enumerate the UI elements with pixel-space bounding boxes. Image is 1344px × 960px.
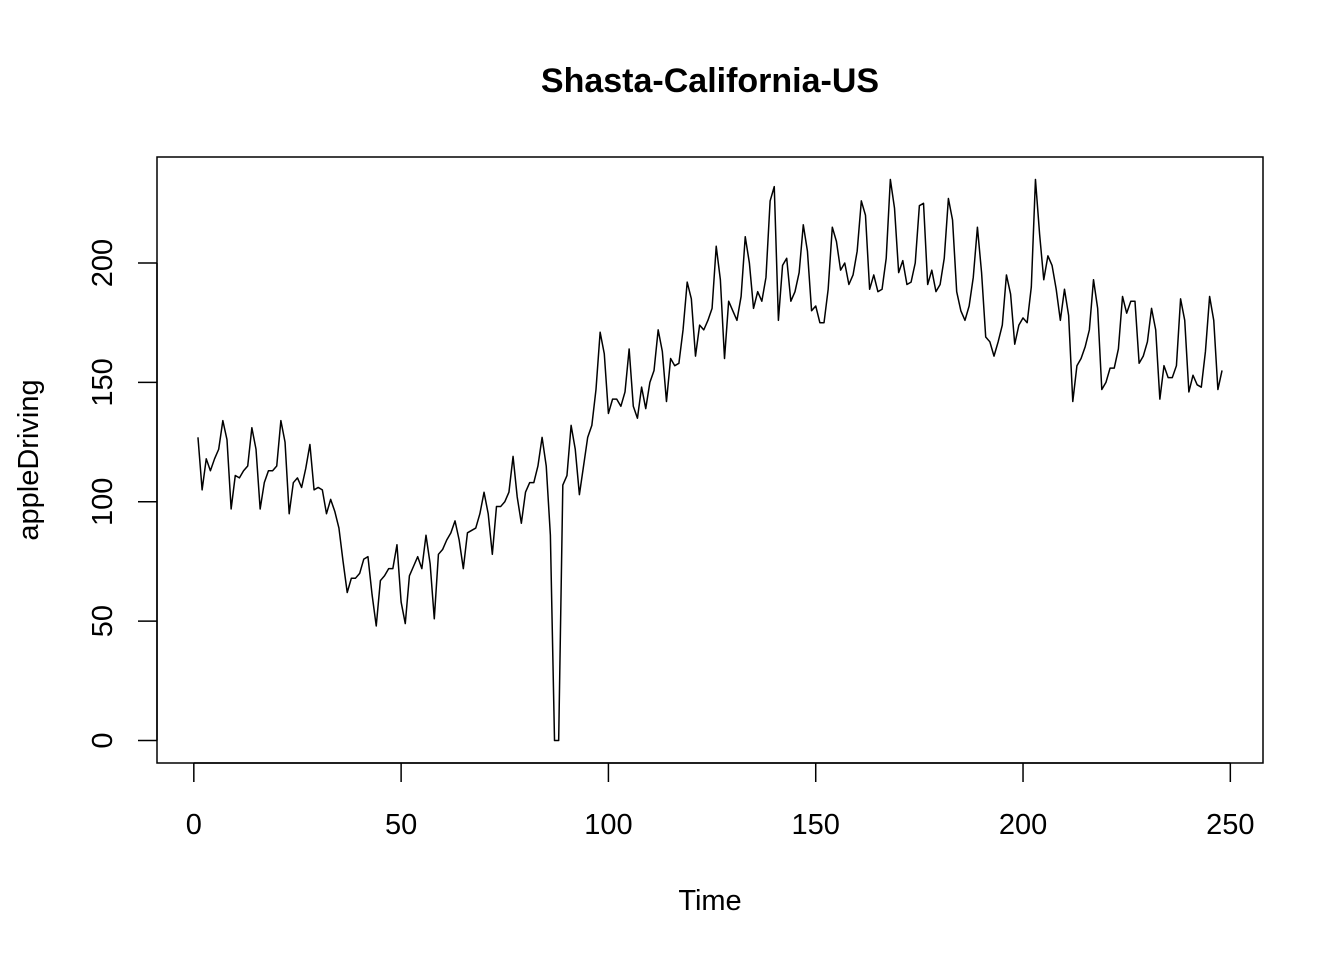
x-tick-label: 200 (999, 809, 1047, 841)
x-tick-label: 0 (186, 809, 202, 841)
y-axis-label: appleDriving (13, 379, 45, 540)
y-tick-label: 200 (87, 239, 119, 287)
y-tick-label: 0 (87, 732, 119, 748)
plot-frame (156, 156, 1264, 764)
x-axis-label: Time (678, 885, 741, 917)
chart-title: Shasta-California-US (541, 62, 879, 100)
y-tick-label: 50 (87, 605, 119, 637)
y-tick-label: 150 (87, 358, 119, 406)
x-tick-label: 250 (1206, 809, 1254, 841)
data-line (197, 178, 1223, 742)
y-tick-label: 100 (87, 478, 119, 526)
x-tick-label: 50 (385, 809, 417, 841)
x-tick-label: 150 (792, 809, 840, 841)
x-tick-label: 100 (584, 809, 632, 841)
